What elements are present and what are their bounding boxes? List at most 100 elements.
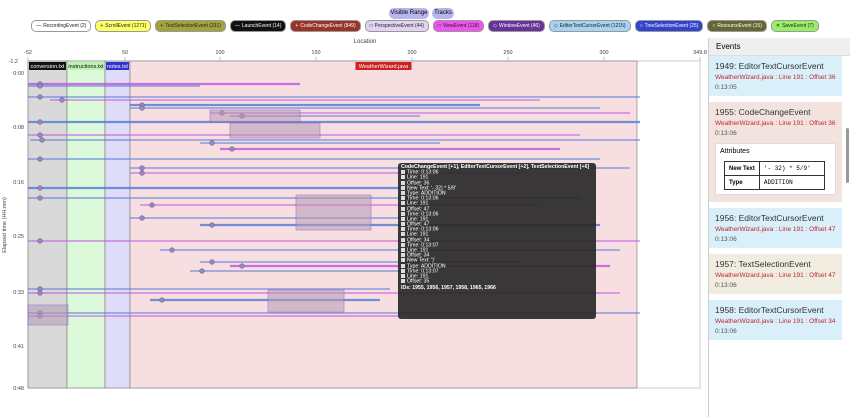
tooltip-line: New Text: ')' (401, 258, 593, 263)
tooltip-line: Line: 191 (401, 248, 593, 253)
attributes-heading: Attributes (720, 148, 750, 155)
legend-item[interactable]: ○ TreeSelectionEvent (25) (634, 20, 704, 32)
event-marker (209, 222, 215, 228)
attributes-table: New Text '- 32) * 5/9' Type ADDITION (724, 161, 825, 190)
legend-item[interactable]: ○ ResourceEvent (15) (707, 20, 767, 32)
tooltip-text: Line: 191 (407, 273, 429, 280)
event-marker (37, 83, 43, 89)
file-label-box (355, 62, 412, 70)
attribute-value: '- 32) * 5/9' (758, 161, 825, 176)
legend-marker: — (234, 23, 240, 29)
tooltip-swatch (401, 279, 405, 284)
event-location: WeatherWizard.java : Line 191 : Offset 3… (715, 318, 836, 325)
x-tick-label: 50 (122, 50, 128, 56)
event-card[interactable]: 1957: TextSelectionEvent WeatherWizard.ja… (709, 254, 842, 300)
x-axis-label: Location (354, 39, 377, 45)
legend-marker: ◇ (553, 23, 558, 29)
tooltip-swatch (401, 248, 405, 252)
tooltip-text: Line: 191 (407, 231, 429, 238)
event-marker (59, 97, 65, 103)
legend-item[interactable]: + TextSelectionEvent (231) (155, 20, 226, 32)
legend-item[interactable]: — RecordingEvent (2) (31, 20, 92, 32)
event-card[interactable]: 1955: CodeChangeEvent WeatherWizard.java … (709, 102, 842, 208)
event-marker (139, 165, 145, 171)
tooltip-ids: IDs: 1955, 1956, 1957, 1958, 1965, 1966 (401, 285, 496, 292)
tooltip-line: Time: 0:13:07 (401, 269, 593, 274)
tooltip-text: New Text: '- 32) * 5/9' (407, 185, 456, 192)
tooltip-text: Time: 0:13:06 (407, 195, 439, 202)
legend-marker: ✕ (775, 23, 781, 29)
tooltip-swatch (401, 237, 405, 242)
legend-marker: ◇ (493, 23, 497, 29)
legend-item[interactable]: □ PerspectiveEvent (44) (364, 20, 429, 32)
x-tick-label: 349.8 (693, 50, 707, 56)
tooltip-line: Offset: 36 (401, 180, 593, 186)
event-marker (139, 105, 145, 111)
file-region (104, 60, 131, 389)
event-marker (37, 94, 43, 100)
event-location: WeatherWizard.java : Line 191 : Offset 3… (715, 74, 836, 81)
tooltip-text: Line: 191 (407, 200, 429, 207)
x-tick-label: 300 (599, 50, 608, 56)
event-time: 0:13:06 (715, 130, 737, 137)
event-title: 1957: TextSelectionEvent (715, 259, 811, 269)
legend-label: TextSelectionEvent (231) (165, 23, 221, 29)
tooltip-line: Time: 0:13:07 (401, 243, 593, 248)
tooltip-swatch (401, 263, 405, 268)
event-location: WeatherWizard.java : Line 191 : Offset 4… (715, 272, 836, 279)
tooltip-text: Offset: 34 (407, 252, 430, 259)
tooltip-text: Time: 0:13:06 (407, 169, 439, 176)
event-title: 1956: EditorTextCursorEvent (715, 213, 824, 223)
visible-range-button[interactable]: Visible Range (389, 8, 429, 19)
legend-item[interactable]: ◇ WindowEvent (46) (488, 20, 545, 32)
tooltip-line: Line: 191 (401, 232, 593, 237)
event-marker (159, 297, 165, 303)
tooltip-swatch (401, 232, 405, 237)
x-tick-label: 250 (503, 50, 512, 56)
event-card[interactable]: 1949: EditorTextCursorEvent WeatherWizard… (709, 56, 842, 102)
file-label: WeatherWizard.java (359, 64, 409, 70)
event-marker (139, 215, 145, 221)
legend-item[interactable]: + ScrollEvent (1271) (95, 20, 152, 32)
legend-marker: + (160, 23, 164, 29)
tooltip-swatch (401, 206, 405, 211)
event-card[interactable]: 1958: EditorTextCursorEvent WeatherWizard… (709, 300, 842, 346)
tracks-button[interactable]: Tracks (432, 8, 454, 19)
y-tick-label: 0:16 (13, 180, 24, 186)
file-label-box (106, 62, 129, 70)
tooltip-text: Type: ADDITION (407, 190, 446, 197)
event-time: 0:13:06 (715, 236, 737, 243)
legend-item[interactable]: — LaunchEvent (14) (229, 20, 287, 32)
legend-marker: + (295, 23, 299, 29)
tooltip-line: Line: 191 (401, 274, 593, 279)
scrollbar[interactable] (846, 128, 849, 183)
event-marker (149, 202, 155, 208)
attribute-key: Type (724, 175, 760, 190)
legend-item[interactable]: ◇ EditorTextCursorEvent (1215) (548, 20, 631, 32)
file-label-box (29, 62, 66, 70)
tooltip-line: Time: 0:13:06 (401, 211, 593, 217)
tooltip-text: Time: 0:13:06 (407, 226, 439, 233)
legend-label: TreeSelectionEvent (25) (644, 23, 699, 29)
corner-label: -1.2 (9, 59, 18, 65)
attribute-value: ADDITION (758, 175, 825, 190)
legend-marker: — (36, 23, 42, 29)
legend-item[interactable]: + CodeChangeEvent (849) (290, 20, 361, 32)
legend-label: WindowEvent (46) (499, 23, 540, 29)
tooltip-line: Offset: 34 (401, 253, 593, 258)
legend-item[interactable]: ✕ SaveEvent (7) (770, 20, 819, 32)
tooltip-line: Offset: 35 (401, 279, 593, 284)
legend-item[interactable]: □ ViewEvent (118) (432, 20, 485, 32)
tooltip-swatch (401, 268, 405, 273)
file-label: notes.txt (107, 64, 128, 70)
event-card[interactable]: 1956: EditorTextCursorEvent WeatherWizard… (709, 208, 842, 254)
tooltip-text: Type: ADDITION (407, 262, 446, 269)
tooltip-line: Line: 191 (401, 201, 593, 206)
file-label-box (68, 62, 104, 70)
event-marker (239, 263, 245, 269)
tooltip-line: Time: 0:13:06 (401, 196, 593, 201)
legend-marker: ○ (639, 23, 643, 29)
tooltip-line: Offset: 34 (401, 237, 593, 243)
tooltip-line: Time: 0:13:06 (401, 170, 593, 175)
event-marker (37, 132, 43, 138)
